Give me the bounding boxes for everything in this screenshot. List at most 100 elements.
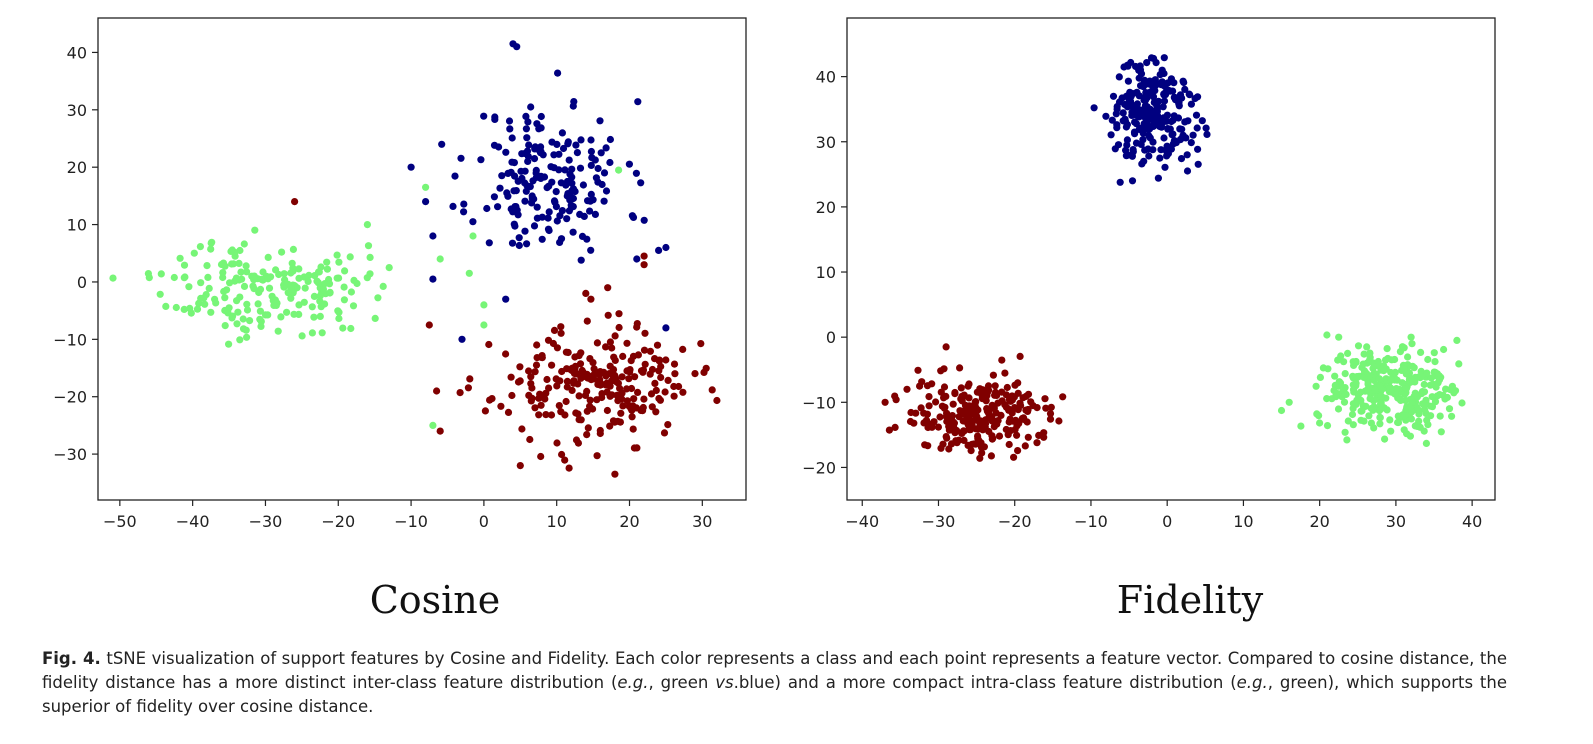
scatter-point <box>1187 139 1195 147</box>
scatter-point <box>960 391 968 399</box>
scatter-point <box>1113 105 1121 113</box>
scatter-point <box>366 270 374 278</box>
x-tick-label: −20 <box>321 512 355 531</box>
scatter-point <box>1323 422 1332 430</box>
scatter-point <box>1102 112 1110 120</box>
scatter-point <box>537 112 545 121</box>
scatter-point <box>596 368 604 376</box>
scatter-point <box>640 346 649 354</box>
scatter-point <box>221 322 229 330</box>
scatter-point <box>575 352 583 360</box>
y-tick-label: 40 <box>816 68 836 87</box>
scatter-point <box>521 227 529 235</box>
scatter-point <box>928 423 936 431</box>
scatter-point <box>917 404 925 412</box>
scatter-point <box>1360 350 1368 358</box>
scatter-point <box>1448 412 1456 420</box>
scatter-point <box>1435 376 1444 384</box>
y-tick-label: 40 <box>67 43 87 62</box>
scatter-point <box>708 386 716 394</box>
scatter-point <box>930 418 938 426</box>
scatter-point <box>579 181 588 189</box>
scatter-point <box>347 324 355 333</box>
x-tick-label: 0 <box>1162 512 1172 531</box>
scatter-point <box>982 397 990 405</box>
scatter-point <box>1136 62 1144 70</box>
scatter-point <box>923 410 931 418</box>
scatter-point <box>1332 391 1340 399</box>
scatter-point <box>1427 374 1435 382</box>
scatter-point <box>613 391 621 399</box>
scatter-point <box>548 361 556 369</box>
scatter-point <box>1001 369 1009 377</box>
scatter-point <box>504 408 513 416</box>
scatter-point <box>960 436 968 444</box>
scatter-point <box>1128 177 1137 185</box>
scatter-point <box>545 384 553 392</box>
scatter-point <box>1113 124 1121 132</box>
scatter-point <box>1323 331 1331 339</box>
x-tick-label: 10 <box>547 512 567 531</box>
scatter-point <box>1388 356 1396 364</box>
scatter-point <box>1393 376 1401 384</box>
scatter-point <box>456 389 464 397</box>
scatter-point <box>187 309 195 317</box>
scatter-point <box>341 267 349 275</box>
scatter-point <box>548 178 556 186</box>
x-tick-label: −30 <box>249 512 283 531</box>
scatter-point <box>1059 393 1067 401</box>
scatter-point <box>625 160 634 168</box>
scatter-point <box>1203 130 1211 138</box>
scatter-point <box>318 329 326 337</box>
scatter-point <box>1313 410 1321 418</box>
scatter-point <box>563 365 571 373</box>
scatter-point <box>1170 79 1178 87</box>
scatter-point <box>983 407 991 415</box>
scatter-point <box>1126 94 1134 102</box>
scatter-point <box>662 356 670 364</box>
scatter-point <box>310 292 318 300</box>
scatter-point <box>1458 399 1466 407</box>
scatter-point <box>240 240 248 248</box>
scatter-point <box>407 163 415 171</box>
scatter-point <box>1335 378 1343 386</box>
scatter-point <box>1341 428 1349 436</box>
scatter-point <box>641 329 649 337</box>
scatter-point <box>1400 344 1408 352</box>
fidelity-scatter-plot: −40 −30 −20 −10 0 10 20 30 40 −20 −10 0 10 20 30 40 <box>802 17 1496 531</box>
scatter-point <box>385 264 393 272</box>
scatter-point <box>1381 356 1390 364</box>
scatter-point <box>1436 412 1444 420</box>
scatter-point <box>1380 362 1388 370</box>
scatter-point <box>634 351 643 359</box>
scatter-point <box>433 387 441 395</box>
scatter-point <box>1180 78 1188 87</box>
scatter-point <box>477 156 485 164</box>
scatter-point <box>989 371 997 379</box>
scatter-point <box>553 217 561 225</box>
scatter-point <box>965 426 973 434</box>
scatter-point <box>291 198 299 206</box>
scatter-point <box>1440 345 1448 354</box>
scatter-point <box>1407 415 1415 423</box>
scatter-point <box>640 216 648 224</box>
scatter-point <box>1024 390 1033 398</box>
scatter-point <box>203 262 211 270</box>
scatter-point <box>679 345 687 353</box>
scatter-point <box>544 225 553 233</box>
scatter-point <box>340 296 348 304</box>
scatter-point <box>488 395 496 403</box>
scatter-point <box>559 144 568 153</box>
scatter-point <box>1008 409 1016 417</box>
scatter-point <box>569 194 578 203</box>
scatter-point <box>511 203 519 211</box>
scatter-point <box>1365 412 1373 420</box>
scatter-point <box>591 370 599 378</box>
scatter-point <box>1187 100 1195 108</box>
scatter-point <box>629 402 637 410</box>
scatter-point <box>1122 152 1130 160</box>
scatter-point <box>1140 157 1148 165</box>
scatter-point <box>480 301 488 309</box>
scatter-point <box>565 156 573 164</box>
scatter-point <box>250 285 258 293</box>
